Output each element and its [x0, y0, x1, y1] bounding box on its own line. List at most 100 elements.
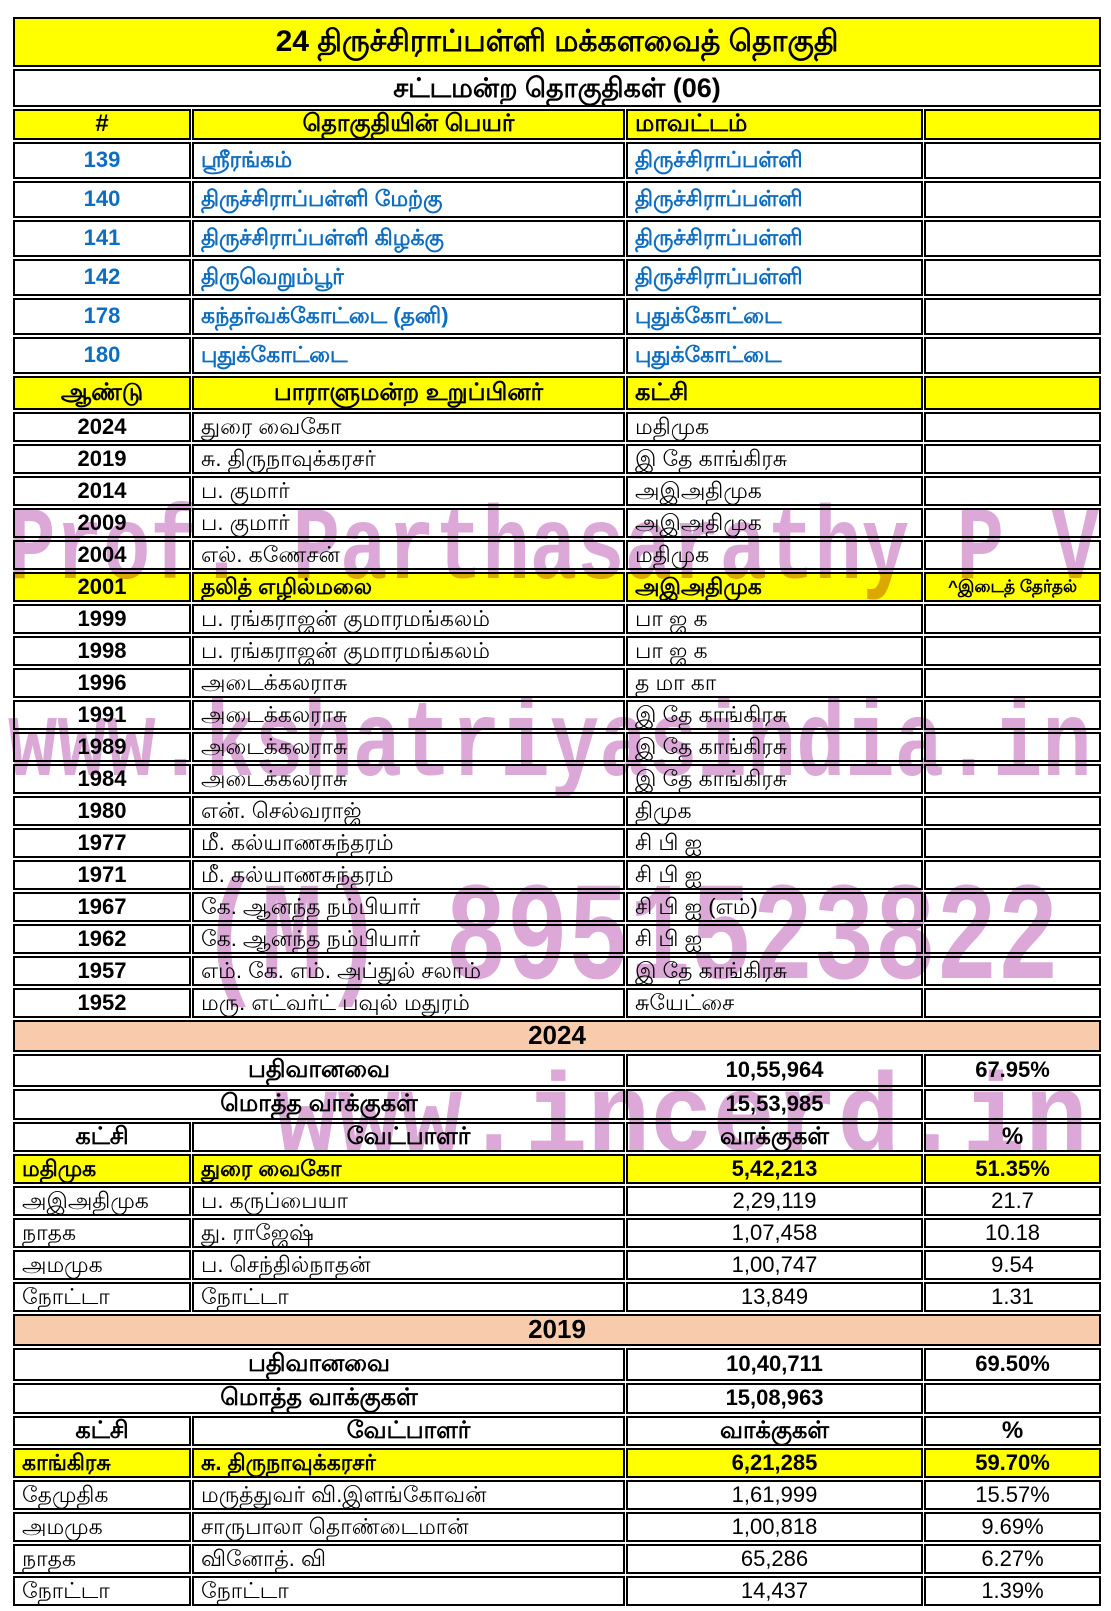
result-header-votes: வாக்குகள் [626, 1416, 923, 1446]
constituency-number: 142 [13, 259, 191, 296]
mp-party: இ தே காங்கிரசு [626, 444, 923, 474]
result-header-candidate: வேட்பாளர் [192, 1416, 625, 1446]
result-party: நாதக [13, 1218, 191, 1248]
election-year: 2001 [13, 572, 191, 602]
constituency-name-link[interactable]: திருவெறும்பூர் [192, 259, 625, 296]
result-votes: 6,21,285 [626, 1448, 923, 1478]
result-party: நோட்டா [13, 1282, 191, 1312]
district-name-link[interactable]: புதுக்கோட்டை [626, 298, 923, 335]
mp-name: கே. ஆனந்த நம்பியார் [192, 892, 625, 922]
result-party: நாதக [13, 1544, 191, 1574]
election-year: 2024 [13, 412, 191, 442]
mp-name: மீ. கல்யாணசுந்தரம் [192, 828, 625, 858]
mp-party: சி பி ஐ [626, 924, 923, 954]
result-party: நோட்டா [13, 1576, 191, 1606]
result-party: அமமுக [13, 1250, 191, 1280]
mp-header-member: பாராளுமன்ற உறுப்பினர் [192, 376, 625, 410]
result-percent: 10.18 [924, 1218, 1102, 1248]
mp-party: சி பி ஐ [626, 860, 923, 890]
district-name-link[interactable]: திருச்சிராப்பள்ளி [626, 220, 923, 257]
election-year: 1991 [13, 700, 191, 730]
mp-party: இ தே காங்கிரசு [626, 956, 923, 986]
mp-party: திமுக [626, 796, 923, 826]
result-party: அமமுக [13, 1512, 191, 1542]
mp-name: எம். கே. எம். அப்துல் சலாம் [192, 956, 625, 986]
total-votes: 15,08,963 [626, 1383, 923, 1414]
polled-votes: 10,55,964 [626, 1054, 923, 1087]
result-votes: 13,849 [626, 1282, 923, 1312]
result-candidate: ப. கருப்பையா [192, 1186, 625, 1216]
election-year: 1962 [13, 924, 191, 954]
bypoll-note [924, 412, 1102, 442]
turnout-percent: 69.50% [924, 1348, 1102, 1381]
constituency-name-link[interactable]: திருச்சிராப்பள்ளி கிழக்கு [192, 220, 625, 257]
bypoll-note [924, 796, 1102, 826]
result-percent: 9.54 [924, 1250, 1102, 1280]
result-candidate: மருத்துவர் வி.இளங்கோவன் [192, 1480, 625, 1510]
result-candidate: நோட்டா [192, 1282, 625, 1312]
mp-name: ப. ரங்கராஜன் குமாரமங்கலம் [192, 636, 625, 666]
assembly-header-number: # [13, 109, 191, 140]
mp-party: பா ஜ க [626, 604, 923, 634]
district-name-link[interactable]: திருச்சிராப்பள்ளி [626, 259, 923, 296]
district-name-link[interactable]: திருச்சிராப்பள்ளி [626, 142, 923, 179]
assembly-header-blank [924, 109, 1102, 140]
polled-label: பதிவானவை [13, 1054, 625, 1087]
bypoll-note [924, 988, 1102, 1018]
result-candidate: ப. செந்தில்நாதன் [192, 1250, 625, 1280]
election-year: 2019 [13, 444, 191, 474]
result-percent: 51.35% [924, 1154, 1102, 1184]
district-name-link[interactable]: திருச்சிராப்பள்ளி [626, 181, 923, 218]
election-year: 1989 [13, 732, 191, 762]
constituency-number: 140 [13, 181, 191, 218]
result-percent: 1.39% [924, 1576, 1102, 1606]
result-header-percent: % [924, 1122, 1102, 1152]
result-votes: 5,42,213 [626, 1154, 923, 1184]
result-candidate: துரை வைகோ [192, 1154, 625, 1184]
election-year: 1980 [13, 796, 191, 826]
mp-name: ப. ரங்கராஜன் குமாரமங்கலம் [192, 604, 625, 634]
mp-name: எல். கணேசன் [192, 540, 625, 570]
election-year-band: 2024 [13, 1020, 1102, 1052]
constituency-name-link[interactable]: புதுக்கோட்டை [192, 337, 625, 374]
district-name-link[interactable]: புதுக்கோட்டை [626, 337, 923, 374]
mp-name: சு. திருநாவுக்கரசர் [192, 444, 625, 474]
bypoll-note [924, 476, 1102, 506]
election-year-band: 2019 [13, 1314, 1102, 1346]
mp-header-year: ஆண்டு [13, 376, 191, 410]
result-percent: 9.69% [924, 1512, 1102, 1542]
mp-name: கே. ஆனந்த நம்பியார் [192, 924, 625, 954]
result-header-party: கட்சி [13, 1122, 191, 1152]
mp-party: அஇஅதிமுக [626, 508, 923, 538]
constituency-number: 139 [13, 142, 191, 179]
bypoll-note [924, 444, 1102, 474]
mp-party: பா ஜ க [626, 636, 923, 666]
constituency-name-link[interactable]: திருச்சிராப்பள்ளி மேற்கு [192, 181, 625, 218]
total-votes-label: மொத்த வாக்குகள் [13, 1089, 625, 1120]
mp-party: சுயேட்சை [626, 988, 923, 1018]
assembly-header-district: மாவட்டம் [626, 109, 923, 140]
bypoll-note [924, 924, 1102, 954]
constituency-election-table: 24 திருச்சிராப்பள்ளி மக்களவைத் தொகுதி சட்… [12, 15, 1103, 1608]
bypoll-note [924, 540, 1102, 570]
election-year: 2004 [13, 540, 191, 570]
blank-cell [924, 220, 1102, 257]
bypoll-note [924, 956, 1102, 986]
mp-name: என். செல்வராஜ் [192, 796, 625, 826]
total-votes: 15,53,985 [626, 1089, 923, 1120]
polled-label: பதிவானவை [13, 1348, 625, 1381]
mp-name: அடைக்கலராசு [192, 764, 625, 794]
election-year: 2014 [13, 476, 191, 506]
election-year: 1977 [13, 828, 191, 858]
blank-cell [924, 1089, 1102, 1120]
constituency-name-link[interactable]: கந்தர்வக்கோட்டை (தனி) [192, 298, 625, 335]
result-percent: 15.57% [924, 1480, 1102, 1510]
result-percent: 21.7 [924, 1186, 1102, 1216]
assembly-header-name: தொகுதியின் பெயர் [192, 109, 625, 140]
bypoll-note [924, 508, 1102, 538]
result-party: அஇஅதிமுக [13, 1186, 191, 1216]
constituency-name-link[interactable]: ஸ்ரீரங்கம் [192, 142, 625, 179]
mp-party: இ தே காங்கிரசு [626, 700, 923, 730]
election-year: 1971 [13, 860, 191, 890]
mp-party: மதிமுக [626, 540, 923, 570]
